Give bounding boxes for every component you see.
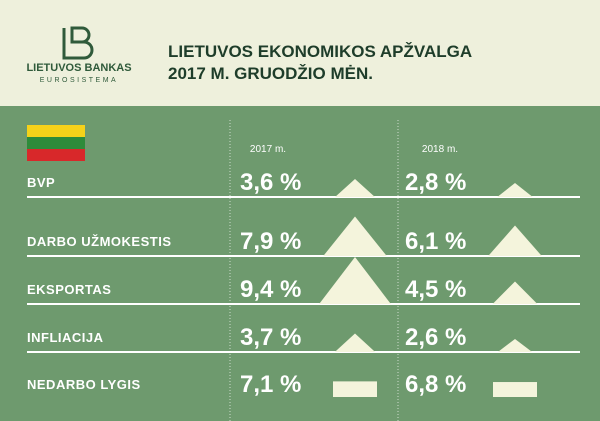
triangle — [497, 339, 533, 352]
triangle — [497, 183, 533, 197]
value-label: 7,1 % — [240, 371, 301, 398]
value-label: 4,5 % — [405, 276, 466, 303]
row-label: NEDARBO LYGIS — [27, 377, 141, 392]
panel — [0, 106, 600, 421]
title: LIETUVOS EKONOMIKOS APŽVALGA — [168, 42, 472, 61]
column-header: 2017 m. — [250, 144, 286, 155]
value-label: 3,7 % — [240, 324, 301, 351]
value-label: 6,1 % — [405, 228, 466, 255]
value-label: 6,8 % — [405, 371, 466, 398]
subtitle: 2017 M. GRUODŽIO MĖN. — [168, 64, 373, 83]
triangle — [319, 257, 391, 304]
row-label: DARBO UŽMOKESTIS — [27, 234, 172, 249]
value-label: 3,6 % — [240, 169, 301, 196]
bar — [333, 381, 377, 397]
row-label: BVP — [27, 175, 55, 190]
value-label: 2,6 % — [405, 324, 466, 351]
triangle — [492, 281, 538, 304]
logo-sub: EUROSISTEMA — [40, 77, 118, 84]
header-band — [0, 0, 600, 106]
triangle — [323, 216, 387, 256]
row-label: EKSPORTAS — [27, 282, 111, 297]
flag — [27, 125, 85, 161]
bar — [493, 382, 537, 397]
value-label: 7,9 % — [240, 228, 301, 255]
column-header: 2018 m. — [422, 144, 458, 155]
value-label: 2,8 % — [405, 169, 466, 196]
row-label: INFLIACIJA — [27, 330, 104, 345]
logo-name: LIETUVOS BANKAS — [26, 62, 131, 74]
value-label: 9,4 % — [240, 276, 301, 303]
triangle — [488, 225, 542, 256]
logo-mark — [62, 26, 94, 60]
triangle — [334, 333, 376, 352]
triangle — [335, 179, 375, 197]
